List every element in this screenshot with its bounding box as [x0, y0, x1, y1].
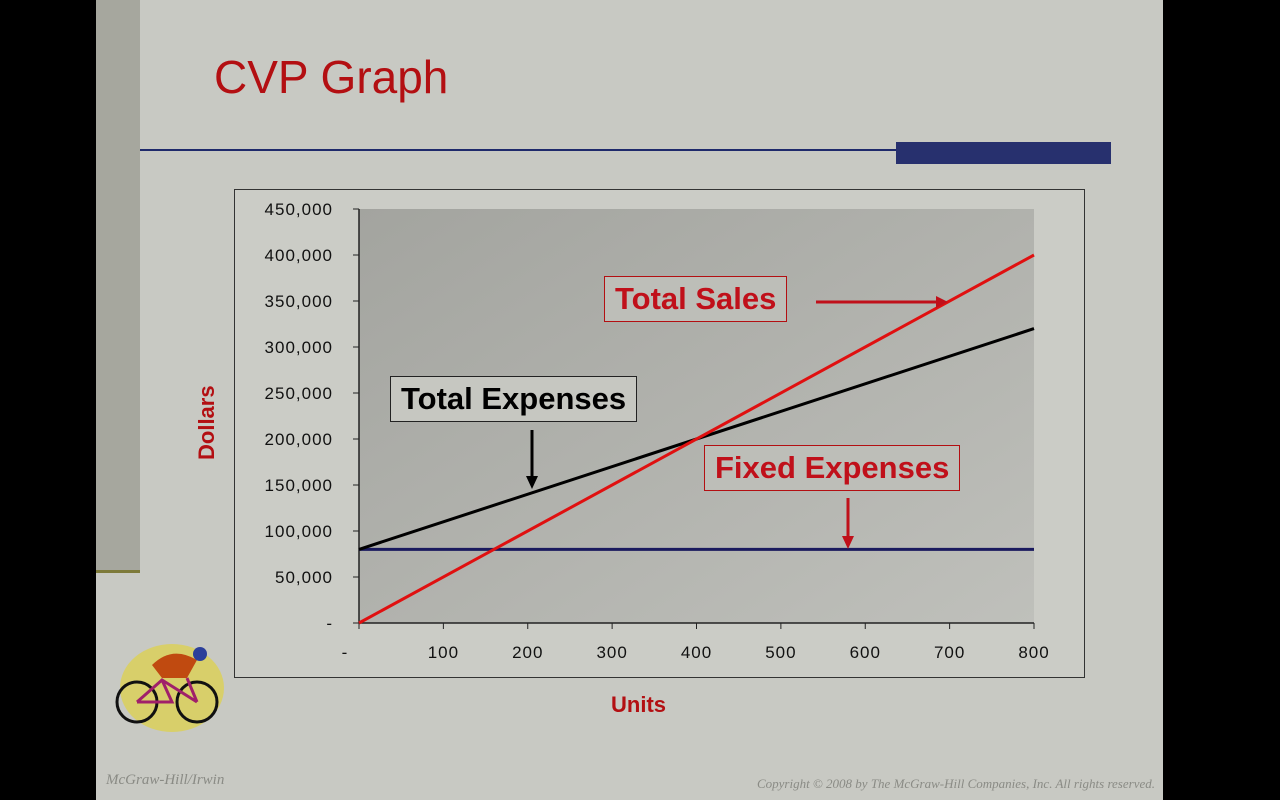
y-tick-label: 350,000: [265, 292, 333, 311]
x-tick-label: 600: [850, 643, 881, 662]
y-tick-label: 250,000: [265, 384, 333, 403]
total-expenses-arrowhead: [526, 476, 538, 489]
y-tick-label: 200,000: [265, 430, 333, 449]
total-expenses-callout: Total Expenses: [390, 376, 638, 422]
y-axis-label: Dollars: [194, 385, 219, 460]
publisher-footer: McGraw-Hill/Irwin: [106, 772, 225, 788]
x-tick-label: 500: [765, 643, 796, 662]
x-tick-label: 300: [596, 643, 627, 662]
slide: CVP Graph - 50,000 100,000 150,000 200,000 25…: [96, 0, 1163, 800]
decorative-stripe: [96, 0, 140, 573]
y-tick-label: 400,000: [265, 246, 333, 265]
x-tick-label: 700: [934, 643, 965, 662]
y-tick-label: -: [326, 614, 333, 633]
title-rule: [140, 149, 900, 151]
x-tick-label: 200: [512, 643, 543, 662]
y-tick-label: 50,000: [275, 568, 333, 587]
y-tick-label: 450,000: [265, 200, 333, 219]
x-tick-label: -: [342, 643, 349, 662]
x-tick-label: 800: [1018, 643, 1049, 662]
fixed-expenses-callout: Fixed Expenses: [704, 445, 961, 491]
slide-title: CVP Graph: [214, 51, 449, 103]
title-rule-bar: [896, 142, 1111, 164]
x-tick-label: 400: [681, 643, 712, 662]
y-tick-label: 100,000: [265, 522, 333, 541]
y-tick-label: 300,000: [265, 338, 333, 357]
x-tick-label: 100: [428, 643, 459, 662]
total-sales-arrowhead: [936, 296, 948, 308]
series-line-total-sales: [358, 253, 1035, 625]
cyclist-icon: [115, 644, 224, 732]
copyright-footer: Copyright © 2008 by The McGraw-Hill Comp…: [756, 776, 1155, 791]
fixed-expenses-arrowhead: [842, 536, 854, 549]
x-axis-label: Units: [611, 692, 666, 717]
total-sales-callout: Total Sales: [604, 276, 788, 322]
y-tick-label: 150,000: [265, 476, 333, 495]
